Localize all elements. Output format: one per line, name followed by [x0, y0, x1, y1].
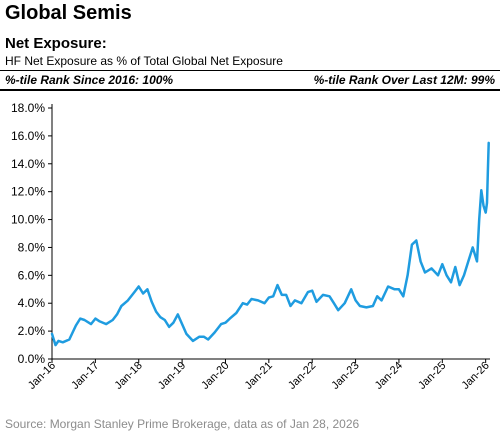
x-tick-label: Jan-19	[156, 360, 188, 392]
x-tick-label: Jan-25	[416, 360, 448, 392]
y-tick-label: 8.0%	[18, 240, 46, 254]
y-tick-label: 4.0%	[18, 296, 46, 310]
rank-last-12m: %-tile Rank Over Last 12M: 99%	[313, 73, 495, 87]
chart-description: HF Net Exposure as % of Total Global Net…	[5, 54, 283, 68]
series-line	[50, 141, 490, 347]
y-tick-label: 18.0%	[11, 101, 45, 115]
x-axis: Jan-16 Jan-17 Jan-18 Jan-19 Jan-20 Jan-21 Jan-…	[26, 358, 492, 392]
y-tick-label: 16.0%	[11, 129, 45, 143]
x-tick-label: Jan-23	[329, 360, 361, 392]
rank-since-2016: %-tile Rank Since 2016: 100%	[5, 73, 174, 87]
x-tick-label: Jan-20	[199, 360, 231, 392]
y-tick-label: 10.0%	[11, 213, 45, 227]
chart-title: Global Semis	[5, 2, 132, 24]
x-tick-label: Jan-18	[113, 360, 145, 392]
y-tick-label: 14.0%	[11, 157, 45, 171]
divider-thin	[0, 70, 500, 71]
x-tick-label: Jan-21	[243, 360, 275, 392]
y-tick-label: 12.0%	[11, 185, 45, 199]
y-tick-label: 0.0%	[18, 352, 46, 366]
x-tick-label: Jan-17	[69, 360, 101, 392]
y-tick-label: 2.0%	[18, 324, 46, 338]
source-note: Source: Morgan Stanley Prime Brokerage, …	[5, 417, 360, 431]
series-layer	[50, 141, 490, 347]
x-tick-label: Jan-22	[286, 360, 318, 392]
x-tick-label: Jan-26	[460, 360, 492, 392]
y-tick-label: 6.0%	[18, 268, 46, 282]
divider-thick	[0, 89, 500, 91]
x-tick-label: Jan-24	[373, 360, 405, 392]
y-axis: 0.0% 2.0% 4.0% 6.0% 8.0% 10.0% 12.0% 14.0% 16.0%…	[11, 101, 53, 366]
chart-subtitle: Net Exposure:	[5, 35, 107, 52]
